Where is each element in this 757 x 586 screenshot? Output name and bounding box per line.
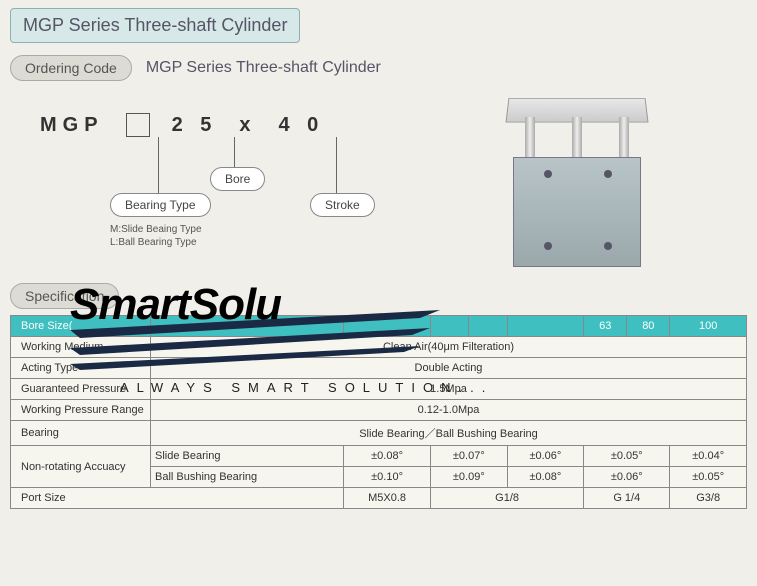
code-bore: 2 5 — [172, 114, 218, 137]
ordering-diagram: MGP 2 5 x 4 0 Bore Bearing Type Stroke M… — [10, 95, 747, 275]
table-row: Guaranteed Pressure 1.5Mpa — [11, 379, 747, 400]
row-label: Working Pressure Range — [11, 400, 151, 421]
cyl-block — [513, 157, 641, 267]
bore-col: 63 — [584, 316, 627, 337]
row-label: Bearing — [11, 421, 151, 446]
spec-badge: Specification — [10, 283, 119, 309]
cell: ±0.10° — [344, 467, 431, 488]
bore-col — [344, 316, 431, 337]
cell: ±0.06° — [507, 446, 584, 467]
row-label: Port Size — [11, 488, 344, 509]
note-l: L:Ball Bearing Type — [110, 236, 202, 249]
code-stroke: 4 0 — [279, 114, 325, 137]
cell: ±0.05° — [670, 467, 747, 488]
line — [158, 137, 159, 193]
row-value: Clean Air(40μm Filteration) — [151, 337, 747, 358]
note-m: M:Slide Beaing Type — [110, 223, 202, 236]
title-text: MGP Series Three-shaft Cylinder — [23, 15, 287, 35]
code-box — [126, 113, 150, 137]
cell: ±0.07° — [431, 446, 508, 467]
label-bearing: Bearing Type — [110, 193, 211, 217]
table-row: Working Pressure Range 0.12-1.0Mpa — [11, 400, 747, 421]
bearing-notes: M:Slide Beaing Type L:Ball Bearing Type — [110, 223, 202, 249]
title-bar: MGP Series Three-shaft Cylinder — [10, 8, 300, 43]
bore-col: 100 — [670, 316, 747, 337]
line — [234, 137, 235, 167]
spec-table: Bore Size( 63 80 100 Working Medium Clea… — [10, 315, 747, 509]
cell: ±0.09° — [431, 467, 508, 488]
cell: G3/8 — [670, 488, 747, 509]
label-bore: Bore — [210, 167, 265, 191]
row-value: 0.12-1.0Mpa — [151, 400, 747, 421]
row-label: Guaranteed Pressure — [11, 379, 151, 400]
row-label: Working Medium — [11, 337, 151, 358]
code-prefix: MGP — [40, 114, 104, 137]
cell: ±0.06° — [584, 467, 670, 488]
header-label: Bore Size( — [11, 316, 151, 337]
code-sep: x — [239, 114, 256, 137]
row-value: Slide Bearing／Ball Bushing Bearing — [151, 421, 747, 446]
sub-label: Ball Bushing Bearing — [151, 467, 344, 488]
hole — [604, 170, 612, 178]
cell: ±0.05° — [584, 446, 670, 467]
table-row: Working Medium Clean Air(40μm Filteratio… — [11, 337, 747, 358]
bore-col — [431, 316, 469, 337]
code-string: MGP 2 5 x 4 0 — [40, 113, 324, 137]
bore-col — [469, 316, 507, 337]
row-value: Double Acting — [151, 358, 747, 379]
cell: G1/8 — [431, 488, 584, 509]
ordering-badge: Ordering Code — [10, 55, 132, 81]
table-row: Port Size M5X0.8 G1/8 G 1/4 G3/8 — [11, 488, 747, 509]
label-stroke: Stroke — [310, 193, 375, 217]
bore-col — [151, 316, 344, 337]
table-header: Bore Size( 63 80 100 — [11, 316, 747, 337]
sub-label: Slide Bearing — [151, 446, 344, 467]
hole — [544, 170, 552, 178]
product-illustration — [507, 95, 647, 275]
ordering-row: Ordering Code MGP Series Three-shaft Cyl… — [10, 55, 747, 81]
cell: ±0.08° — [507, 467, 584, 488]
line — [336, 137, 337, 193]
table-row: Acting Type Double Acting — [11, 358, 747, 379]
cell: ±0.04° — [670, 446, 747, 467]
bore-col: 80 — [627, 316, 670, 337]
ordering-subtitle: MGP Series Three-shaft Cylinder — [146, 59, 381, 77]
hole — [604, 242, 612, 250]
cell: M5X0.8 — [344, 488, 431, 509]
table-row: Bearing Slide Bearing／Ball Bushing Beari… — [11, 421, 747, 446]
cell: ±0.08° — [344, 446, 431, 467]
hole — [544, 242, 552, 250]
row-label: Non-rotating Accuacy — [11, 446, 151, 488]
row-label: Acting Type — [11, 358, 151, 379]
table-row: Non-rotating Accuacy Slide Bearing ±0.08… — [11, 446, 747, 467]
cell: G 1/4 — [584, 488, 670, 509]
bore-col — [507, 316, 584, 337]
row-value: 1.5Mpa — [151, 379, 747, 400]
